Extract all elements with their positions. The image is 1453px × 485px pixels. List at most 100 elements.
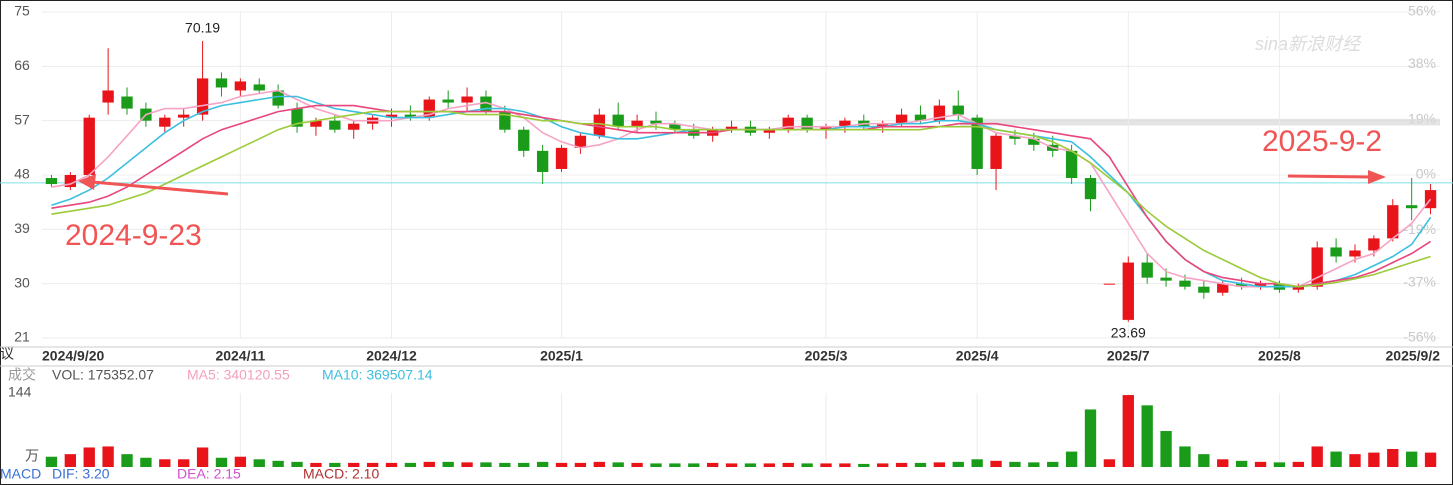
volume-bar [140, 457, 152, 467]
candle-body [555, 147, 568, 169]
y2-tick-label: 0% [1416, 166, 1436, 182]
volume-bar [763, 463, 776, 467]
volume-bar [423, 461, 435, 467]
volume-bar [1217, 459, 1229, 467]
volume-label: VOL: 175352.07 [52, 367, 154, 383]
volume-bar [64, 454, 77, 467]
volume-bar [820, 463, 832, 467]
candle-body [593, 114, 605, 136]
candle-body [272, 90, 284, 106]
x-tick-label: 2024/11 [215, 348, 265, 364]
volume-bar [895, 462, 908, 467]
highlight-band [960, 118, 1440, 126]
candle-body [291, 108, 303, 127]
volume-bar [1254, 461, 1267, 467]
volume-bar [990, 460, 1002, 467]
candle-body [574, 135, 587, 148]
y2-tick-label: -37% [1403, 273, 1436, 289]
candle-body [536, 150, 549, 172]
y-tick-label: 75 [14, 3, 30, 19]
volume-bar [706, 462, 719, 467]
candle-body [1349, 250, 1361, 257]
volume-bar [933, 462, 946, 467]
volume-bar [952, 461, 964, 467]
candle-body [480, 96, 492, 112]
candle-body [952, 105, 964, 115]
candle-body [933, 105, 946, 121]
y2-tick-label: -19% [1403, 221, 1436, 237]
volume-bar [612, 462, 624, 467]
volume-bar [631, 462, 643, 467]
volume-bar [1330, 451, 1342, 467]
volume-bar [1292, 461, 1304, 467]
candle-body [196, 78, 209, 115]
y2-tick-label: 56% [1408, 3, 1436, 19]
volume-bar [1084, 409, 1097, 467]
y-tick-label: 57 [14, 111, 30, 127]
candle-body [348, 123, 360, 130]
candle-body [763, 129, 776, 133]
candle-body [1009, 135, 1021, 139]
candle-body [1160, 277, 1172, 281]
volume-bar [1424, 452, 1437, 467]
x-tick-label: 2025/9/2 [1386, 348, 1441, 364]
annotation-arrowhead [1368, 170, 1386, 184]
candle-body [1254, 283, 1267, 287]
x-tick-label: 2025/4 [956, 348, 999, 364]
volume-bar [196, 447, 209, 467]
candle-body [1084, 178, 1097, 200]
volume-bar [574, 462, 587, 467]
volume-bar [329, 462, 341, 467]
volume-bar [688, 463, 700, 467]
volume-bar [1103, 459, 1116, 467]
volume-bar [593, 461, 605, 467]
candle-body [329, 120, 341, 130]
candle-body [499, 111, 511, 130]
candle-body [1235, 283, 1248, 287]
volume-bar [971, 459, 983, 467]
volume-bar [801, 463, 813, 467]
candle-body [650, 120, 662, 124]
candle-body [121, 96, 133, 109]
volume-bar [499, 462, 511, 467]
candle-body [253, 84, 265, 91]
volume-bar [461, 462, 473, 467]
volume-bar [1311, 446, 1323, 467]
volume-bar [877, 463, 889, 467]
candle-body [1198, 286, 1210, 293]
watermark: sina新浪财经 [1255, 34, 1362, 54]
candle-body [895, 114, 908, 124]
volume-bar [234, 456, 247, 467]
volume-bar [1368, 452, 1380, 467]
candle-body [234, 81, 247, 91]
y2-tick-label: -56% [1403, 329, 1436, 345]
volume-bar [404, 462, 417, 467]
volume-bar [1198, 454, 1210, 467]
volume-bar [385, 462, 398, 467]
candle-body [1103, 283, 1116, 285]
candle-body [159, 117, 171, 127]
candle-body [1217, 283, 1229, 293]
volume-tick-label: 144 [8, 384, 32, 400]
candle-body [725, 126, 738, 130]
volume-bar [1065, 451, 1078, 467]
volume-bar [348, 462, 360, 467]
volume-bar [215, 457, 228, 467]
volume-bar [1122, 395, 1134, 467]
annotation-arrow [1287, 174, 1371, 179]
candle-body [1405, 205, 1418, 209]
candle-body [1311, 247, 1323, 287]
dif-label: DIF: 3.20 [52, 466, 110, 482]
volume-bar [178, 459, 190, 467]
volume-bar [253, 459, 265, 467]
candle-body [102, 90, 114, 103]
x-tick-label: 2025/7 [1107, 348, 1150, 364]
volume-bar [159, 459, 171, 467]
y2-tick-label: 38% [1408, 55, 1436, 71]
x-tick-label: 2025/3 [805, 348, 848, 364]
annotation: 2025-9-2 [1262, 125, 1382, 158]
ma-line [51, 110, 1431, 288]
volume-bar [555, 462, 568, 467]
